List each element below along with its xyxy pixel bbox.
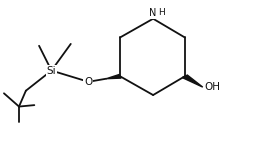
Text: O: O	[84, 77, 93, 87]
Polygon shape	[106, 75, 121, 79]
Text: N: N	[149, 8, 157, 18]
Text: OH: OH	[205, 82, 221, 92]
Text: Si: Si	[47, 66, 56, 76]
Text: H: H	[158, 8, 164, 17]
Polygon shape	[182, 75, 203, 87]
